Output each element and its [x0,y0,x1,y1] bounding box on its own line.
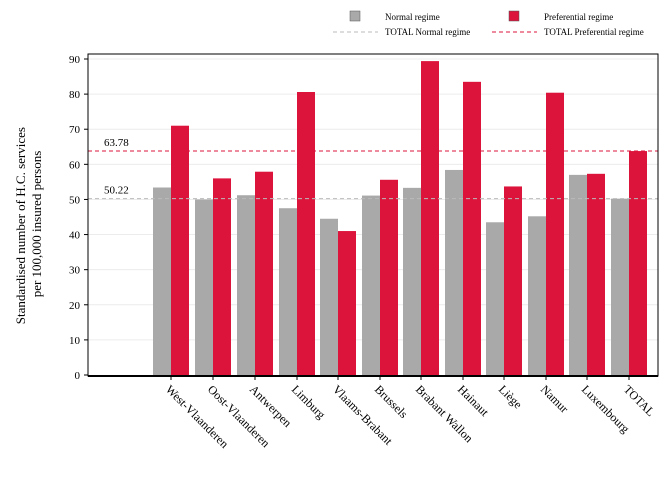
bar-preferential [297,92,315,376]
x-tick-label: Limburg [289,382,328,421]
bar-normal [362,195,380,376]
bar-normal [279,208,297,376]
bar-preferential [338,231,356,376]
bar-preferential [629,151,647,376]
legend-swatch-preferential [508,10,520,22]
bar-preferential [504,186,522,376]
y-tick-label: 70 [69,124,81,136]
bar-preferential [255,171,273,376]
reference-line-label-total-normal: 50.22 [104,185,129,197]
y-tick-label: 20 [69,300,81,312]
bar-preferential [463,81,481,377]
legend-label-total-preferential: TOTAL Preferential regime [544,27,644,37]
y-axis-title-line-1: Standardised number of H.C. services [13,127,28,324]
bar-normal [569,174,587,376]
x-tick-label: Brussels [372,382,411,421]
y-tick-label: 90 [69,54,81,66]
x-tick-label: Hainaut [455,382,492,419]
x-tick-label: Namur [538,382,571,415]
y-tick-label: 60 [69,159,81,171]
reference-line-label-total-preferential: 63.78 [104,137,129,149]
x-tick-label: TOTAL [621,382,658,419]
bar-normal [153,187,171,376]
x-axis-labels: West-VlaanderenOost-VlaanderenAntwerpenL… [163,376,658,451]
bar-normal [237,195,255,376]
y-tick-label: 0 [75,370,81,382]
bar-normal [528,216,546,376]
bar-normal [445,169,463,376]
y-tick-label: 30 [69,265,81,277]
bar-normal [403,187,421,376]
bars [153,61,647,377]
bar-preferential [587,173,605,376]
y-axis-title-line-2: per 100,000 insured persons [29,151,44,298]
y-axis-title: Standardised number of H.C. services per… [13,124,44,324]
y-tick-label: 40 [69,230,81,242]
bar-normal [486,222,504,376]
y-tick-label: 10 [69,335,81,347]
reference-lines: 50.22 63.78 [88,137,658,200]
bar-preferential [546,92,564,376]
legend-swatch-normal [349,10,361,22]
legend-label-preferential: Preferential regime [544,12,613,22]
y-tick-label: 80 [69,89,81,101]
bar-preferential [171,125,189,376]
bar-preferential [421,61,439,377]
legend: Normal regime Preferential regime TOTAL … [333,10,644,37]
x-tick-label: Liège [496,382,525,411]
y-axis-ticks: 0 10 20 30 40 50 60 70 80 90 [69,54,88,382]
bar-normal [195,199,213,376]
legend-label-normal: Normal regime [385,12,440,22]
bar-preferential [213,178,231,376]
y-tick-label: 50 [69,194,81,206]
bar-preferential [380,179,398,376]
legend-label-total-normal: TOTAL Normal regime [385,27,470,37]
bar-normal [611,198,629,376]
bar-normal [320,218,338,376]
